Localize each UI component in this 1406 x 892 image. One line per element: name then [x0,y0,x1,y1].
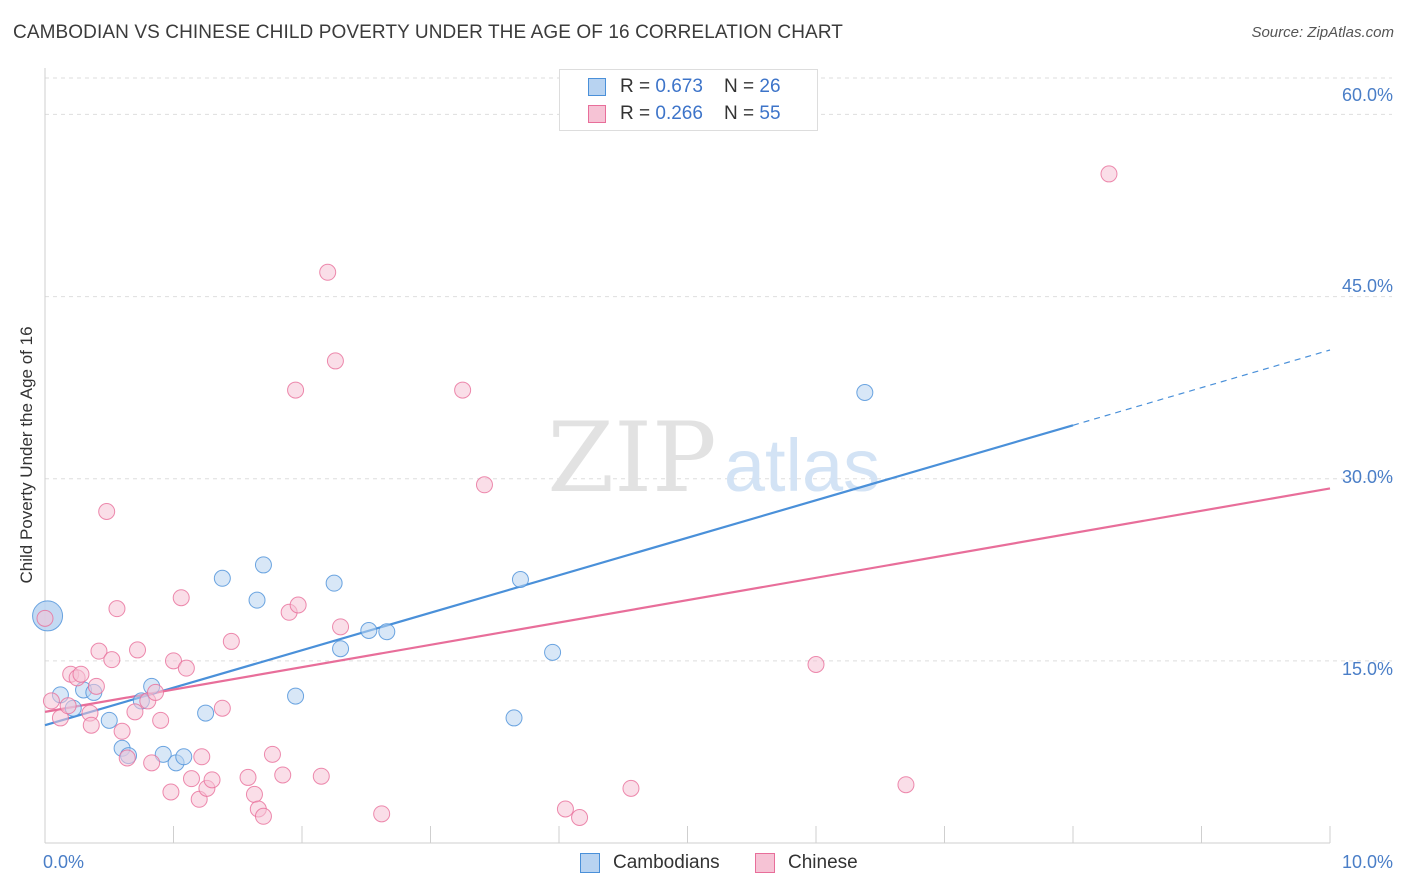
chinese-point [165,652,182,670]
chinese-point [263,745,281,763]
chart-title: CAMBODIAN VS CHINESE CHILD POVERTY UNDER… [13,22,843,43]
legend-label-cambodians: Cambodians [613,852,720,873]
chinese-point [72,665,90,683]
chinese-point [254,807,272,825]
gridlines [45,77,1392,662]
chinese-point [143,754,161,772]
cambodians-point [544,643,562,661]
watermark-atlas: atlas [724,424,880,507]
trend-lines [44,349,1331,727]
chinese-point [129,641,147,659]
r-value: 0.266 [655,103,703,124]
chinese-point [213,699,231,717]
chinese-point [103,651,121,669]
legend-swatch-cambodians [580,853,600,873]
cambodians-point [254,556,272,574]
r-label: R = [620,76,656,97]
chinese-point [36,609,54,627]
y-tick-label-45: 45.0% [1341,276,1393,296]
chinese-point [897,776,915,794]
chinese-point [326,352,344,370]
chinese-point [126,703,144,721]
chinese-point [622,779,640,797]
data-points [32,165,1118,826]
x-tick-label-max: 10.0% [1341,852,1393,872]
n-label: N = [724,103,760,124]
cambodians-point [248,591,266,609]
chinese-point [42,692,60,710]
chinese-point [203,771,221,789]
cambodians-point [360,622,378,639]
y-tick-label-15: 15.0% [1341,659,1393,679]
chinese-point [177,659,195,677]
legend-swatch-chinese [755,853,775,873]
cambodians-point [197,704,215,722]
chinese-point [222,632,240,650]
cambodians-swatch [588,78,606,96]
n-label: N = [724,76,760,97]
chinese-point [239,768,257,786]
watermark: ZIP atlas [547,402,880,514]
source-label: Source: ZipAtlas.com [1251,24,1394,41]
chinese-point [82,716,100,734]
cambodians-trend-extension [1072,349,1331,426]
chinese-point [51,709,69,727]
cambodians-point [332,640,350,658]
chinese-point [274,766,292,784]
chinese-point [59,697,77,715]
chinese-point [289,596,307,614]
cambodians-point [175,748,193,766]
chinese-point [1100,165,1118,183]
chinese-trend-line [44,487,1331,713]
stats-box: R = 0.673 N = 26 R = 0.266 N = 55 [559,69,818,131]
chinese-point [152,711,170,729]
chinese-point [87,677,105,695]
x-tick-label-min: 0.0% [43,852,85,872]
chinese-point [118,749,136,767]
chinese-point [162,783,180,801]
y-tick-label-60: 60.0% [1341,85,1393,105]
cambodians-point [856,384,874,401]
cambodians-point [287,687,305,705]
r-value: 0.673 [655,76,703,97]
cambodians-point [154,745,172,763]
chinese-point [193,748,211,766]
cambodians-point [213,569,231,587]
chinese-point [319,263,337,281]
cambodians-point [100,711,118,729]
cambodians-point [325,574,343,592]
chinese-point [182,770,200,788]
chinese-point [90,642,108,660]
chinese-point [113,722,131,740]
chinese-point [454,381,472,399]
chinese-point [245,785,263,803]
n-value: 55 [759,103,781,124]
legend-label-chinese: Chinese [788,852,858,873]
chinese-swatch [588,105,606,123]
chinese-point [98,503,116,520]
chinese-point [556,800,574,818]
chinese-point [287,381,305,399]
cambodians-point [511,571,529,588]
chinese-point [312,767,330,785]
chinese-point [373,805,391,823]
chinese-point [108,600,126,618]
chinese-point [147,683,165,701]
cambodians-point [378,623,396,641]
chinese-point [571,809,589,826]
y-tick-label-30: 30.0% [1341,467,1393,487]
cambodians-trend-line [44,424,1074,727]
n-value: 26 [759,76,781,97]
chinese-point [172,589,190,607]
chinese-point [332,618,350,636]
chinese-point [807,656,825,673]
axes [44,68,1331,844]
chinese-point [475,476,493,494]
watermark-zip: ZIP [547,402,716,514]
r-label: R = [620,103,656,124]
cambodians-point [505,709,523,727]
